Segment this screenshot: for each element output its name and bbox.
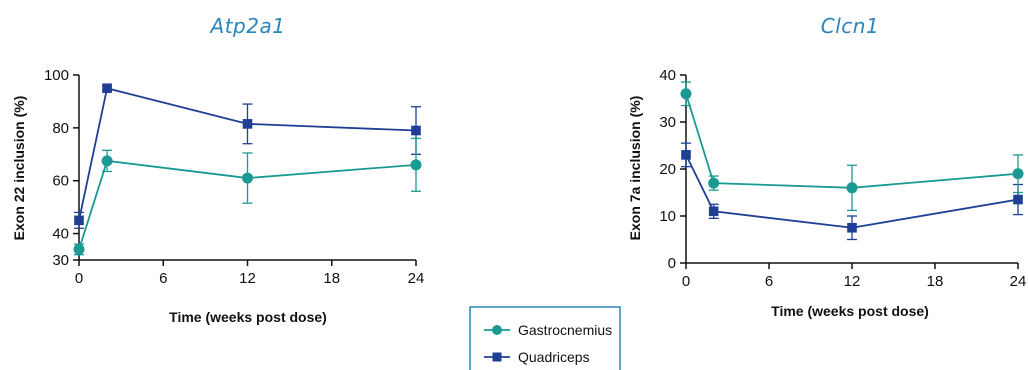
series-line-quadriceps-clcn1: [685, 154, 1019, 229]
data-point-quadriceps-atp2a1: [74, 215, 84, 226]
y-tick-label-atp2a1: 80: [52, 120, 69, 137]
x-tick-label-atp2a1: 18: [323, 270, 340, 287]
legend-marker-gastrocnemius: [492, 325, 502, 335]
data-point-quadriceps-clcn1: [681, 150, 691, 160]
chart-atp2a1: Atp2a1 Time (weeks post dose) Exon 22 in…: [11, 14, 424, 325]
legend-box: [469, 306, 621, 370]
data-point-quadriceps-atp2a1: [242, 119, 253, 129]
series-line-quadriceps-atp2a1: [78, 87, 417, 221]
chart-clcn1: Clcn1 Time (weeks post dose) Exon 7a inc…: [627, 14, 1026, 319]
data-point-quadriceps-clcn1: [1013, 194, 1023, 205]
x-tick-label-atp2a1: 6: [159, 270, 167, 287]
data-point-gastrocnemius-clcn1: [708, 177, 720, 189]
y-tick-label-atp2a1: 40: [52, 226, 69, 243]
y-tick-label-clcn1: 10: [659, 208, 676, 225]
x-tick-label-clcn1: 12: [844, 273, 861, 290]
data-point-gastrocnemius-atp2a1: [410, 159, 422, 171]
series-line-gastrocnemius-atp2a1: [78, 159, 417, 250]
x-tick-label-atp2a1: 12: [239, 270, 256, 287]
data-point-quadriceps-atp2a1: [411, 125, 421, 136]
y-axis-label-atp2a1: Exon 22 inclusion (%): [11, 96, 27, 241]
x-tick-label-clcn1: 6: [765, 273, 773, 290]
data-point-quadriceps-atp2a1: [102, 83, 112, 94]
legend-label-gastrocnemius: Gastrocnemius: [518, 322, 612, 338]
y-axis-label-clcn1: Exon 7a inclusion (%): [627, 96, 643, 241]
x-tick-label-clcn1: 24: [1010, 273, 1027, 290]
y-tick-label-clcn1: 30: [659, 114, 676, 131]
y-tick-label-atp2a1: 30: [52, 252, 69, 269]
y-tick-label-clcn1: 40: [659, 67, 676, 84]
x-tick-label-clcn1: 0: [682, 273, 690, 290]
data-point-quadriceps-clcn1: [847, 222, 857, 233]
series-line-gastrocnemius-clcn1: [685, 93, 1019, 189]
y-tick-label-atp2a1: 100: [44, 67, 69, 84]
data-point-gastrocnemius-clcn1: [680, 88, 692, 100]
x-axis-label-clcn1: Time (weeks post dose): [771, 303, 929, 319]
y-tick-label-clcn1: 0: [668, 255, 676, 272]
x-axis-label-atp2a1: Time (weeks post dose): [169, 309, 327, 325]
x-tick-label-atp2a1: 24: [408, 270, 425, 287]
legend: Gastrocnemius Quadriceps: [469, 306, 621, 370]
y-tick-label-clcn1: 20: [659, 161, 676, 178]
legend-marker-quadriceps: [492, 352, 502, 362]
data-point-gastrocnemius-atp2a1: [73, 243, 85, 255]
chart-title-atp2a1: Atp2a1: [209, 14, 286, 38]
y-tick-label-atp2a1: 60: [52, 173, 69, 190]
data-point-gastrocnemius-atp2a1: [101, 155, 113, 167]
data-point-gastrocnemius-clcn1: [1012, 168, 1024, 180]
data-point-gastrocnemius-clcn1: [846, 182, 858, 194]
data-point-gastrocnemius-atp2a1: [242, 172, 253, 184]
x-tick-label-clcn1: 18: [927, 273, 944, 290]
data-point-quadriceps-clcn1: [708, 206, 719, 217]
legend-label-quadriceps: Quadriceps: [518, 349, 590, 365]
chart-title-clcn1: Clcn1: [821, 14, 879, 38]
x-tick-label-atp2a1: 0: [75, 270, 83, 287]
